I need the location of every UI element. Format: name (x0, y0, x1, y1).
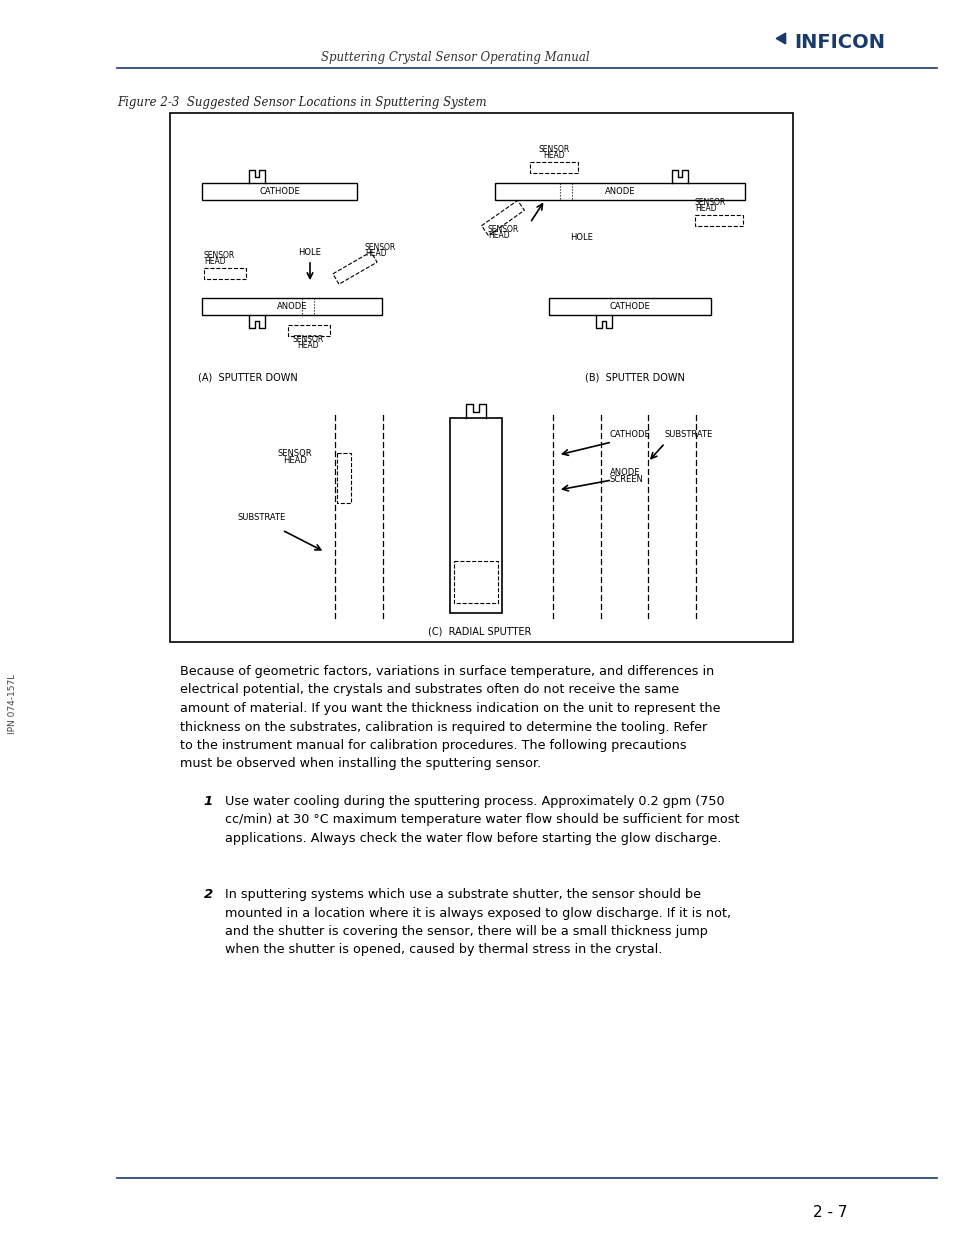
Text: HEAD: HEAD (297, 341, 318, 350)
Text: HOLE: HOLE (570, 233, 593, 242)
Text: HEAD: HEAD (542, 151, 564, 161)
Text: SUBSTRATE: SUBSTRATE (237, 513, 286, 522)
Bar (333, 252, 376, 284)
Text: SENSOR: SENSOR (488, 225, 518, 233)
Text: HOLE: HOLE (298, 248, 321, 257)
Text: (A)  SPUTTER DOWN: (A) SPUTTER DOWN (198, 372, 297, 382)
Text: 2 - 7: 2 - 7 (812, 1205, 846, 1220)
Bar (204, 268, 246, 279)
Text: (C)  RADIAL SPUTTER: (C) RADIAL SPUTTER (428, 627, 531, 637)
Text: INFICON: INFICON (793, 33, 884, 53)
Bar (170, 112, 792, 642)
Bar (202, 298, 381, 315)
Text: ANODE: ANODE (604, 186, 635, 196)
Text: Because of geometric factors, variations in surface temperature, and differences: Because of geometric factors, variations… (180, 664, 720, 771)
Text: 1: 1 (204, 795, 213, 808)
Bar (202, 183, 356, 200)
Text: CATHODE: CATHODE (259, 186, 299, 196)
Bar (695, 215, 742, 226)
Text: In sputtering systems which use a substrate shutter, the sensor should be
mounte: In sputtering systems which use a substr… (225, 888, 730, 956)
Bar (548, 298, 710, 315)
Bar (288, 325, 330, 336)
Text: SENSOR: SENSOR (292, 335, 323, 345)
Text: SENSOR: SENSOR (365, 243, 395, 252)
Text: ANODE: ANODE (276, 303, 307, 311)
Text: Figure 2-3  Suggested Sensor Locations in Sputtering System: Figure 2-3 Suggested Sensor Locations in… (117, 96, 486, 109)
Text: ANODE: ANODE (609, 468, 639, 477)
Text: HEAD: HEAD (695, 204, 716, 212)
Text: Use water cooling during the sputtering process. Approximately 0.2 gpm (750
cc/m: Use water cooling during the sputtering … (225, 795, 739, 845)
Text: SUBSTRATE: SUBSTRATE (664, 430, 713, 438)
Text: SENSOR: SENSOR (204, 251, 235, 261)
Text: (B)  SPUTTER DOWN: (B) SPUTTER DOWN (584, 372, 684, 382)
Text: SENSOR: SENSOR (537, 144, 569, 154)
Bar (481, 200, 524, 236)
Text: Sputtering Crystal Sensor Operating Manual: Sputtering Crystal Sensor Operating Manu… (321, 52, 589, 64)
Text: 2: 2 (204, 888, 213, 902)
Bar (450, 417, 501, 613)
Bar (495, 183, 744, 200)
Text: SENSOR: SENSOR (277, 450, 312, 458)
Bar (454, 561, 497, 603)
Text: CATHODE: CATHODE (609, 303, 650, 311)
Bar (336, 453, 351, 503)
Text: HEAD: HEAD (488, 231, 509, 240)
Text: IPN 074-157L: IPN 074-157L (8, 674, 17, 734)
Text: HEAD: HEAD (365, 249, 386, 258)
Bar (530, 162, 578, 173)
Text: SCREEN: SCREEN (609, 475, 643, 484)
Text: SENSOR: SENSOR (695, 198, 725, 207)
Text: HEAD: HEAD (204, 257, 226, 266)
Text: HEAD: HEAD (283, 456, 307, 466)
Text: CATHODE: CATHODE (609, 430, 650, 438)
